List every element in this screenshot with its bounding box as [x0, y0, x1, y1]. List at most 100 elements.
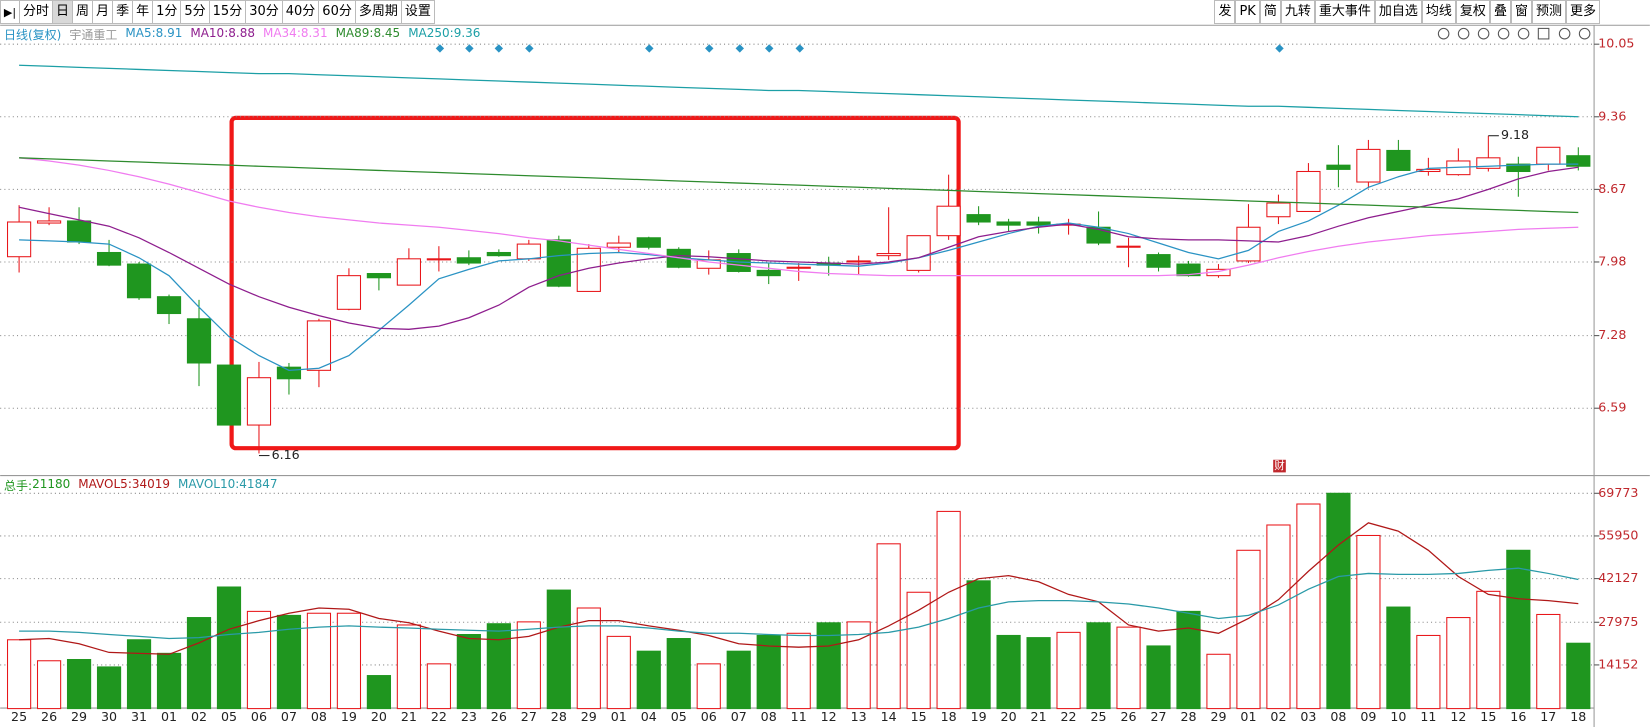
x-tick-label: 09: [1360, 709, 1376, 724]
candle-body: [1026, 221, 1051, 226]
x-tick-label: 27: [1150, 709, 1166, 724]
x-tick-label: 05: [671, 709, 687, 724]
volume-bar: [6, 639, 32, 710]
y-tick-label: 42127: [1598, 570, 1638, 585]
candle-body: [1386, 149, 1411, 171]
max-label: 9.18: [1501, 127, 1529, 142]
legend-value: 41847: [239, 477, 278, 491]
toolbar-button[interactable]: 均线: [1421, 0, 1456, 24]
legend-name: 总手: [4, 477, 32, 494]
volume-bar: [186, 617, 212, 710]
candle-body: [6, 221, 32, 258]
event-icon: [1273, 459, 1286, 473]
candle-body: [186, 318, 212, 364]
toolbar-button[interactable]: 1分: [153, 0, 182, 24]
volume-bar: [156, 652, 182, 710]
candle-body: [1266, 202, 1291, 218]
toolbar-button[interactable]: 发: [1214, 0, 1236, 24]
toolbar-button[interactable]: 5分: [181, 0, 210, 24]
toolbar-button[interactable]: 60分: [319, 0, 356, 24]
candle-body: [1506, 163, 1531, 173]
y-tick-label: 7.98: [1598, 253, 1626, 268]
toolbar-button[interactable]: 预测: [1531, 0, 1566, 24]
toolbar-button[interactable]: 九转: [1280, 0, 1315, 24]
toolbar-button[interactable]: 年: [133, 0, 154, 24]
candle-body: [1296, 170, 1321, 212]
volume-bar: [786, 632, 811, 710]
volume-bar: [726, 650, 751, 710]
volume-bar: [1116, 626, 1141, 710]
volume-bar: [36, 660, 62, 710]
y-tick-label: 9.36: [1598, 108, 1626, 123]
candle-body: [876, 253, 901, 257]
x-tick-label: 04: [641, 709, 657, 724]
toolbar-button[interactable]: 30分: [246, 0, 283, 24]
candle-body: [606, 242, 631, 248]
volume-bar: [66, 658, 92, 710]
x-tick-label: 30: [101, 709, 117, 724]
x-tick-label: 12: [821, 709, 837, 724]
candle-body: [306, 320, 332, 371]
volume-bar: [1086, 622, 1111, 710]
volume-bar: [996, 634, 1021, 710]
ma-line: [19, 64, 1579, 118]
candle-body: [1536, 146, 1561, 165]
toolbar-button[interactable]: 加自选: [1374, 0, 1422, 24]
volume-bar: [396, 624, 421, 710]
volume-bar: [1386, 606, 1411, 710]
toolbar-button[interactable]: 更多: [1565, 0, 1600, 24]
volume-bar: [426, 663, 451, 710]
ma-line: [19, 157, 1579, 277]
volume-bar: [936, 510, 961, 710]
toolbar-button[interactable]: PK: [1235, 0, 1260, 24]
ma-line: [19, 157, 1579, 214]
x-tick-label: 22: [431, 709, 447, 724]
candle-body: [36, 220, 62, 224]
toolbar-button[interactable]: 日: [53, 0, 74, 24]
candle-body: [846, 260, 871, 263]
candle-body: [126, 263, 152, 299]
x-tick-label: 02: [191, 709, 207, 724]
y-tick-label: 69773: [1598, 485, 1638, 500]
candle-body: [216, 364, 242, 426]
x-tick-label: 17: [1540, 709, 1556, 724]
x-tick-label: 08: [761, 709, 777, 724]
volume-bar: [126, 639, 152, 710]
volume-bar: [1236, 549, 1261, 710]
toolbar-button[interactable]: 15分: [209, 0, 247, 24]
x-tick-label: 18: [1570, 709, 1586, 724]
x-tick-label: 20: [1001, 709, 1017, 724]
candle-body: [516, 243, 541, 260]
toolbar-button[interactable]: 窗: [1510, 0, 1532, 24]
toolbar-button[interactable]: 分时: [20, 0, 54, 24]
tool-icons[interactable]: [1437, 27, 1591, 40]
legend-value: 8.88: [228, 26, 255, 40]
volume-bar: [1326, 492, 1351, 710]
toolbar-button[interactable]: 复权: [1455, 0, 1490, 24]
volume-bar: [1506, 549, 1531, 710]
volume-legend: 总手21180 MAVOL534019 MAVOL1041847: [4, 477, 277, 494]
toolbar-button[interactable]: 简: [1259, 0, 1281, 24]
panel-icon[interactable]: ▶|: [0, 0, 20, 24]
y-tick-label: 14152: [1598, 656, 1638, 671]
toolbar-button[interactable]: 月: [93, 0, 114, 24]
toolbar-button[interactable]: 季: [113, 0, 134, 24]
toolbar-button[interactable]: 重大事件: [1314, 0, 1375, 24]
x-tick-label: 03: [1300, 709, 1316, 724]
legend-value: 8.45: [373, 26, 401, 40]
legend-name: MA5: [125, 26, 155, 43]
legend-value: 21180: [32, 477, 71, 491]
x-tick-label: 11: [791, 709, 807, 724]
ma-line: [19, 522, 1579, 655]
toolbar-button[interactable]: 40分: [282, 0, 320, 24]
toolbar-button[interactable]: 周: [73, 0, 94, 24]
highlight-box: [229, 115, 961, 451]
toolbar-button[interactable]: 多周期: [355, 0, 402, 24]
legend-name: MA34: [263, 26, 301, 43]
volume-bar: [1176, 610, 1201, 710]
toolbar-button[interactable]: 设置: [401, 0, 435, 24]
x-tick-label: 27: [521, 709, 537, 724]
toolbar-button[interactable]: 叠: [1489, 0, 1511, 24]
ma-line: [19, 567, 1579, 640]
